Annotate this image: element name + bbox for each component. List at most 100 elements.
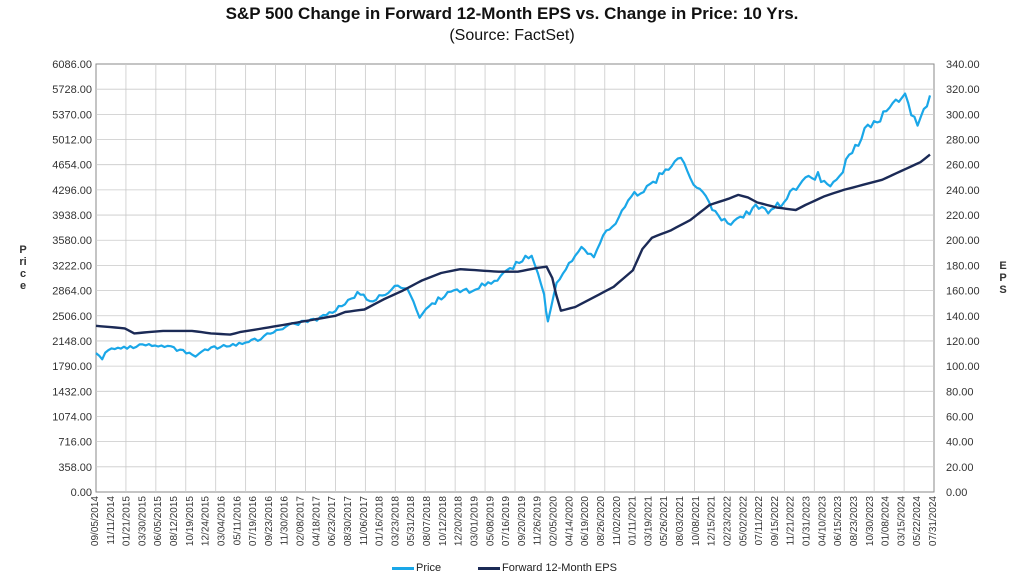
x-tick-label: 01/31/2023 (802, 496, 813, 546)
x-tick-label: 06/19/2020 (580, 496, 591, 546)
x-tick-label: 08/03/2021 (675, 496, 686, 546)
x-tick-label: 06/05/2015 (153, 496, 164, 546)
y2-tick-label: 180.00 (946, 260, 980, 272)
x-tick-label: 08/07/2018 (422, 496, 433, 546)
x-tick-label: 08/26/2020 (596, 496, 607, 546)
y-tick-label: 4654.00 (52, 160, 92, 172)
x-tick-label: 04/18/2017 (311, 496, 322, 546)
x-tick-label: 05/11/2016 (232, 496, 243, 546)
x-tick-label: 07/16/2019 (501, 496, 512, 546)
x-tick-label: 09/23/2016 (264, 496, 275, 546)
x-tick-label: 10/19/2015 (185, 496, 196, 546)
x-tick-label: 05/22/2024 (912, 496, 923, 546)
x-tick-label: 03/30/2015 (137, 496, 148, 546)
y-tick-label: 0.00 (71, 487, 92, 499)
y-tick-label: 3222.00 (52, 260, 92, 272)
chart-subtitle: (Source: FactSet) (449, 27, 575, 44)
x-tick-label: 05/26/2021 (659, 496, 670, 546)
x-tick-label: 03/23/2018 (390, 496, 401, 546)
x-tick-label: 01/11/2021 (628, 496, 639, 546)
x-tick-label: 11/21/2022 (786, 496, 797, 546)
x-tick-label: 10/30/2023 (865, 496, 876, 546)
price-series-line (95, 92, 932, 361)
y2-tick-label: 140.00 (946, 311, 980, 323)
x-tick-label: 01/16/2018 (375, 496, 386, 546)
y2-tick-label: 200.00 (946, 235, 980, 247)
y2-tick-label: 340.00 (946, 59, 980, 71)
x-tick-label: 05/02/2022 (738, 496, 749, 546)
x-tick-label: 11/26/2019 (533, 496, 544, 546)
legend: Price Forward 12-Month EPS (0, 562, 1024, 574)
y2-tick-label: 300.00 (946, 109, 980, 121)
legend-swatch-price (392, 566, 414, 570)
chart-title: S&P 500 Change in Forward 12-Month EPS v… (225, 4, 799, 23)
x-tick-label: 11/02/2020 (612, 496, 623, 546)
y2-tick-label: 0.00 (946, 487, 967, 499)
legend-label-price: Price (416, 562, 442, 574)
x-tick-label: 11/06/2017 (359, 496, 370, 546)
x-tick-label: 02/08/2017 (296, 496, 307, 546)
x-tick-label: 04/14/2020 (564, 496, 575, 546)
y-tick-label: 2506.00 (52, 311, 92, 323)
x-tick-label: 05/08/2019 (485, 496, 496, 546)
y-tick-label: 2864.00 (52, 286, 92, 298)
y-tick-label: 1790.00 (52, 361, 92, 373)
x-tick-label: 02/23/2022 (722, 496, 733, 546)
y-tick-label: 1074.00 (52, 411, 92, 423)
y2-tick-label: 120.00 (946, 336, 980, 348)
x-tick-label: 03/04/2016 (216, 496, 227, 546)
x-tick-label: 12/20/2018 (454, 496, 465, 546)
x-tick-label: 07/11/2022 (754, 496, 765, 546)
y2-tick-label: 80.00 (946, 386, 974, 398)
legend-swatch-eps (478, 566, 500, 570)
y2-tick-label: 20.00 (946, 462, 974, 474)
y2-tick-label: 100.00 (946, 361, 980, 373)
x-tick-label: 12/24/2015 (201, 496, 212, 546)
y-tick-label: 1432.00 (52, 386, 92, 398)
x-tick-label: 06/15/2023 (833, 496, 844, 546)
y2-tick-label: 40.00 (946, 437, 974, 449)
x-tick-label: 09/05/2014 (90, 496, 101, 546)
x-tick-label: 01/21/2015 (122, 496, 133, 546)
x-tick-label: 09/20/2019 (517, 496, 528, 546)
x-tick-label: 08/23/2023 (849, 496, 860, 546)
x-tick-label: 04/10/2023 (817, 496, 828, 546)
x-tick-label: 07/19/2016 (248, 496, 259, 546)
eps-series-line (95, 153, 931, 336)
y-tick-label: 3580.00 (52, 235, 92, 247)
x-tick-label: 12/15/2021 (707, 496, 718, 546)
legend-item-price: Price (392, 562, 441, 574)
x-tick-label: 05/31/2018 (406, 496, 417, 546)
y-tick-label: 716.00 (58, 437, 92, 449)
y-tick-label: 358.00 (58, 462, 92, 474)
y-tick-label: 5728.00 (52, 84, 92, 96)
x-tick-label: 03/01/2019 (469, 496, 480, 546)
y-tick-label: 3938.00 (52, 210, 92, 222)
x-tick-label: 08/30/2017 (343, 496, 354, 546)
y2-tick-label: 240.00 (946, 185, 980, 197)
legend-item-eps: Forward 12-Month EPS (478, 562, 617, 574)
y-tick-label: 2148.00 (52, 336, 92, 348)
x-tick-label: 08/12/2015 (169, 496, 180, 546)
x-tick-label: 07/31/2024 (928, 496, 939, 546)
x-tick-label: 10/12/2018 (438, 496, 449, 546)
y2-tick-label: 160.00 (946, 286, 980, 298)
x-tick-label: 09/15/2022 (770, 496, 781, 546)
y-tick-label: 5012.00 (52, 135, 92, 147)
x-tick-label: 02/05/2020 (549, 496, 560, 546)
legend-label-eps: Forward 12-Month EPS (502, 562, 617, 574)
x-tick-label: 11/11/2014 (106, 496, 117, 545)
y2-tick-label: 60.00 (946, 411, 974, 423)
x-tick-label: 01/08/2024 (881, 496, 892, 546)
y2-tick-label: 220.00 (946, 210, 980, 222)
y2-axis-label: EPS (999, 260, 1007, 296)
x-tick-label: 11/30/2016 (280, 496, 291, 546)
y2-tick-label: 280.00 (946, 135, 980, 147)
y2-tick-label: 320.00 (946, 84, 980, 96)
y-tick-label: 6086.00 (52, 59, 92, 71)
x-tick-label: 03/15/2024 (896, 496, 907, 546)
y2-tick-label: 260.00 (946, 160, 980, 172)
x-tick-label: 10/08/2021 (691, 496, 702, 546)
y-tick-label: 5370.00 (52, 109, 92, 121)
